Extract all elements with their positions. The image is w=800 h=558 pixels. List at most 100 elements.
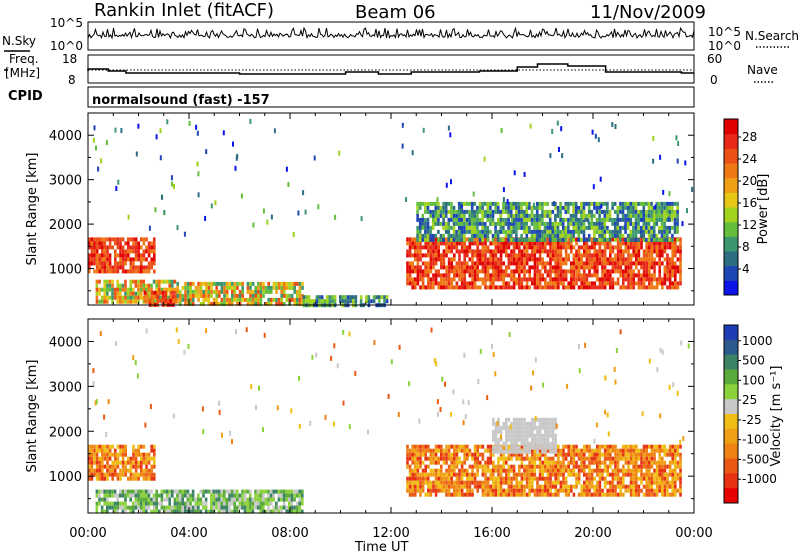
data-cell [440, 449, 443, 453]
colorbar-swatch [724, 119, 738, 134]
data-cell [604, 241, 607, 245]
data-cell [567, 206, 570, 210]
data-cell [437, 469, 440, 473]
data-cell [612, 489, 615, 493]
data-cell [507, 218, 510, 222]
data-cell [200, 290, 203, 294]
data-cell [150, 490, 153, 494]
data-cell [445, 277, 448, 281]
data-cell [528, 277, 531, 281]
data-cell [500, 285, 503, 289]
data-cell [638, 489, 641, 493]
data-cell [296, 502, 299, 506]
data-cell [252, 498, 255, 502]
data-cell [508, 457, 511, 461]
data-cell [523, 210, 526, 214]
data-cell [492, 222, 495, 226]
data-cell [560, 449, 563, 453]
data-cell [398, 412, 400, 417]
data-cell [476, 230, 479, 234]
data-cell [651, 245, 654, 249]
data-cell [612, 277, 615, 281]
data-cell [453, 273, 456, 277]
data-cell [476, 206, 479, 210]
data-cell [526, 281, 529, 285]
data-cell [468, 218, 471, 222]
data-cell [557, 453, 560, 457]
data-cell [547, 477, 550, 481]
data-cell [239, 298, 242, 302]
velocity-plot-area [88, 319, 694, 513]
data-cell [677, 445, 680, 449]
data-cell [567, 234, 570, 238]
data-cell [658, 281, 661, 285]
data-cell [114, 457, 117, 461]
data-cell [635, 473, 638, 477]
data-cell [187, 282, 190, 286]
data-cell [471, 214, 474, 218]
data-cell [463, 249, 466, 253]
data-cell [638, 273, 641, 277]
data-cell [510, 238, 513, 242]
data-cell [583, 457, 586, 461]
data-cell [541, 230, 544, 234]
data-cell [637, 202, 640, 206]
data-cell [645, 238, 648, 242]
data-cell [588, 473, 591, 477]
data-cell [500, 493, 503, 497]
data-cell [588, 253, 591, 257]
data-cell [471, 257, 474, 261]
data-cell [500, 265, 503, 269]
data-cell [591, 473, 594, 477]
data-cell [658, 461, 661, 465]
data-cell [595, 134, 597, 139]
data-cell [627, 277, 630, 281]
data-cell [663, 210, 666, 214]
data-cell [311, 355, 313, 360]
data-cell [494, 202, 497, 206]
data-cell [528, 434, 531, 438]
data-cell [617, 269, 620, 273]
data-cell [278, 282, 281, 286]
data-cell [440, 407, 442, 412]
data-cell [233, 498, 236, 502]
data-cell [669, 449, 672, 453]
data-cell [461, 285, 464, 289]
data-cell [495, 485, 498, 489]
data-cell [515, 477, 518, 481]
data-cell [283, 286, 286, 290]
data-cell [280, 498, 283, 502]
data-cell [153, 453, 156, 457]
data-cell [411, 477, 414, 481]
data-cell [554, 222, 557, 226]
data-cell [521, 265, 524, 269]
data-cell [625, 457, 628, 461]
data-cell [108, 399, 110, 404]
data-cell [617, 265, 620, 269]
data-cell [442, 210, 445, 214]
data-cell [487, 210, 490, 214]
data-cell [301, 282, 304, 286]
data-cell [197, 282, 200, 286]
data-cell [448, 465, 451, 469]
data-cell [419, 445, 422, 449]
data-cell [461, 481, 464, 485]
data-cell [316, 295, 319, 299]
data-cell [643, 253, 646, 257]
data-cell [664, 473, 667, 477]
data-cell [557, 253, 560, 257]
data-cell [116, 280, 119, 284]
data-cell [528, 253, 531, 257]
data-cell [513, 206, 516, 210]
data-cell [489, 253, 492, 257]
data-cell [195, 290, 198, 294]
data-cell [106, 237, 109, 241]
data-cell [523, 465, 526, 469]
data-cell [560, 269, 563, 273]
data-cell [528, 206, 531, 210]
data-cell [539, 465, 542, 469]
data-cell [554, 230, 557, 234]
data-cell [575, 481, 578, 485]
data-cell [119, 288, 122, 292]
colorbar-swatch [724, 473, 738, 488]
